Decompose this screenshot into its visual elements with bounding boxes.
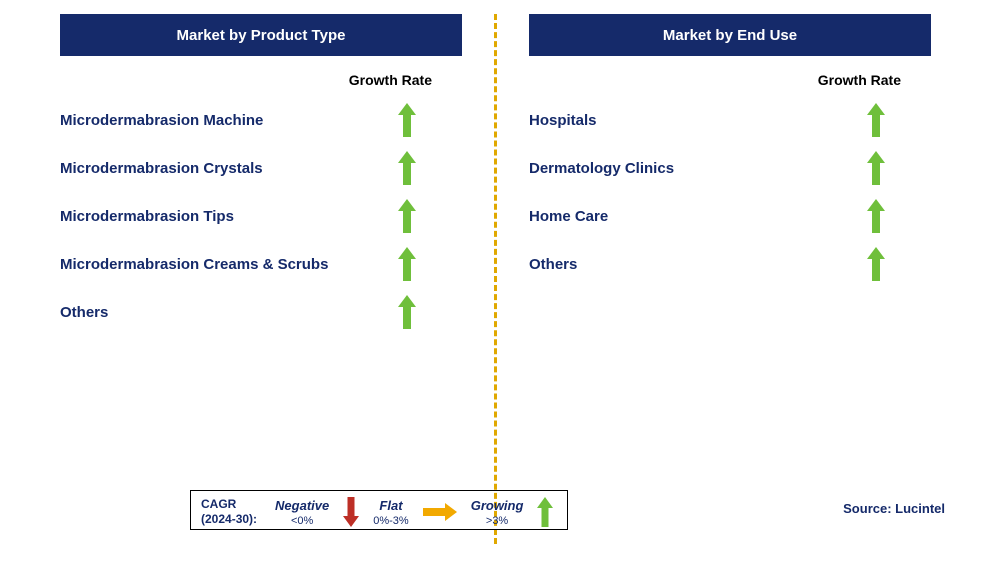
growth-arrow-up-icon [821, 103, 931, 137]
row-label: Microdermabrasion Machine [60, 112, 263, 129]
row-label: Microdermabrasion Tips [60, 208, 234, 225]
legend-container: CAGR (2024-30): Negative <0% Flat 0%-3% … [190, 490, 568, 530]
left-row: Microdermabrasion Crystals [60, 144, 462, 192]
right-row: Home Care [529, 192, 931, 240]
arrow-up-icon [537, 497, 553, 527]
row-label: Microdermabrasion Creams & Scrubs [60, 256, 328, 273]
left-row: Others [60, 288, 462, 336]
right-growth-label: Growth Rate [529, 72, 901, 88]
legend-negative-col: Negative <0% [275, 498, 329, 527]
legend-growing-label: Growing [471, 498, 524, 513]
panels-container: Market by Product Type Growth Rate Micro… [0, 0, 991, 440]
row-label: Microdermabrasion Crystals [60, 160, 263, 177]
row-label: Others [529, 256, 577, 273]
left-panel: Market by Product Type Growth Rate Micro… [36, 14, 486, 440]
arrow-down-icon [343, 497, 359, 527]
left-row: Microdermabrasion Tips [60, 192, 462, 240]
growth-arrow-up-icon [352, 103, 462, 137]
left-row: Microdermabrasion Machine [60, 96, 462, 144]
row-label: Home Care [529, 208, 608, 225]
right-rows: Hospitals Dermatology Clinics Home Care … [529, 96, 931, 288]
legend-flat-range: 0%-3% [373, 515, 408, 527]
right-panel: Market by End Use Growth Rate Hospitals … [505, 14, 955, 440]
growth-arrow-up-icon [821, 151, 931, 185]
row-label: Dermatology Clinics [529, 160, 674, 177]
left-growth-label: Growth Rate [60, 72, 432, 88]
legend-negative-label: Negative [275, 498, 329, 513]
legend-box: CAGR (2024-30): Negative <0% Flat 0%-3% … [190, 490, 568, 530]
legend-growing-range: >3% [471, 515, 524, 527]
right-row: Dermatology Clinics [529, 144, 931, 192]
growth-arrow-up-icon [352, 151, 462, 185]
source-attribution: Source: Lucintel [843, 501, 945, 516]
growth-arrow-up-icon [352, 247, 462, 281]
left-panel-title: Market by Product Type [60, 14, 462, 56]
row-label: Others [60, 304, 108, 321]
legend-flat-col: Flat 0%-3% [373, 498, 408, 527]
left-rows: Microdermabrasion Machine Microdermabras… [60, 96, 462, 336]
right-panel-title: Market by End Use [529, 14, 931, 56]
right-row: Others [529, 240, 931, 288]
arrow-right-icon [423, 503, 457, 521]
row-label: Hospitals [529, 112, 597, 129]
growth-arrow-up-icon [352, 199, 462, 233]
legend-growing-col: Growing >3% [471, 498, 524, 527]
growth-arrow-up-icon [821, 199, 931, 233]
left-row: Microdermabrasion Creams & Scrubs [60, 240, 462, 288]
growth-arrow-up-icon [821, 247, 931, 281]
legend-negative-range: <0% [275, 515, 329, 527]
vertical-divider [494, 14, 497, 544]
legend-flat-label: Flat [373, 498, 408, 513]
right-row: Hospitals [529, 96, 931, 144]
growth-arrow-up-icon [352, 295, 462, 329]
legend-cagr-label: CAGR (2024-30): [201, 497, 257, 527]
